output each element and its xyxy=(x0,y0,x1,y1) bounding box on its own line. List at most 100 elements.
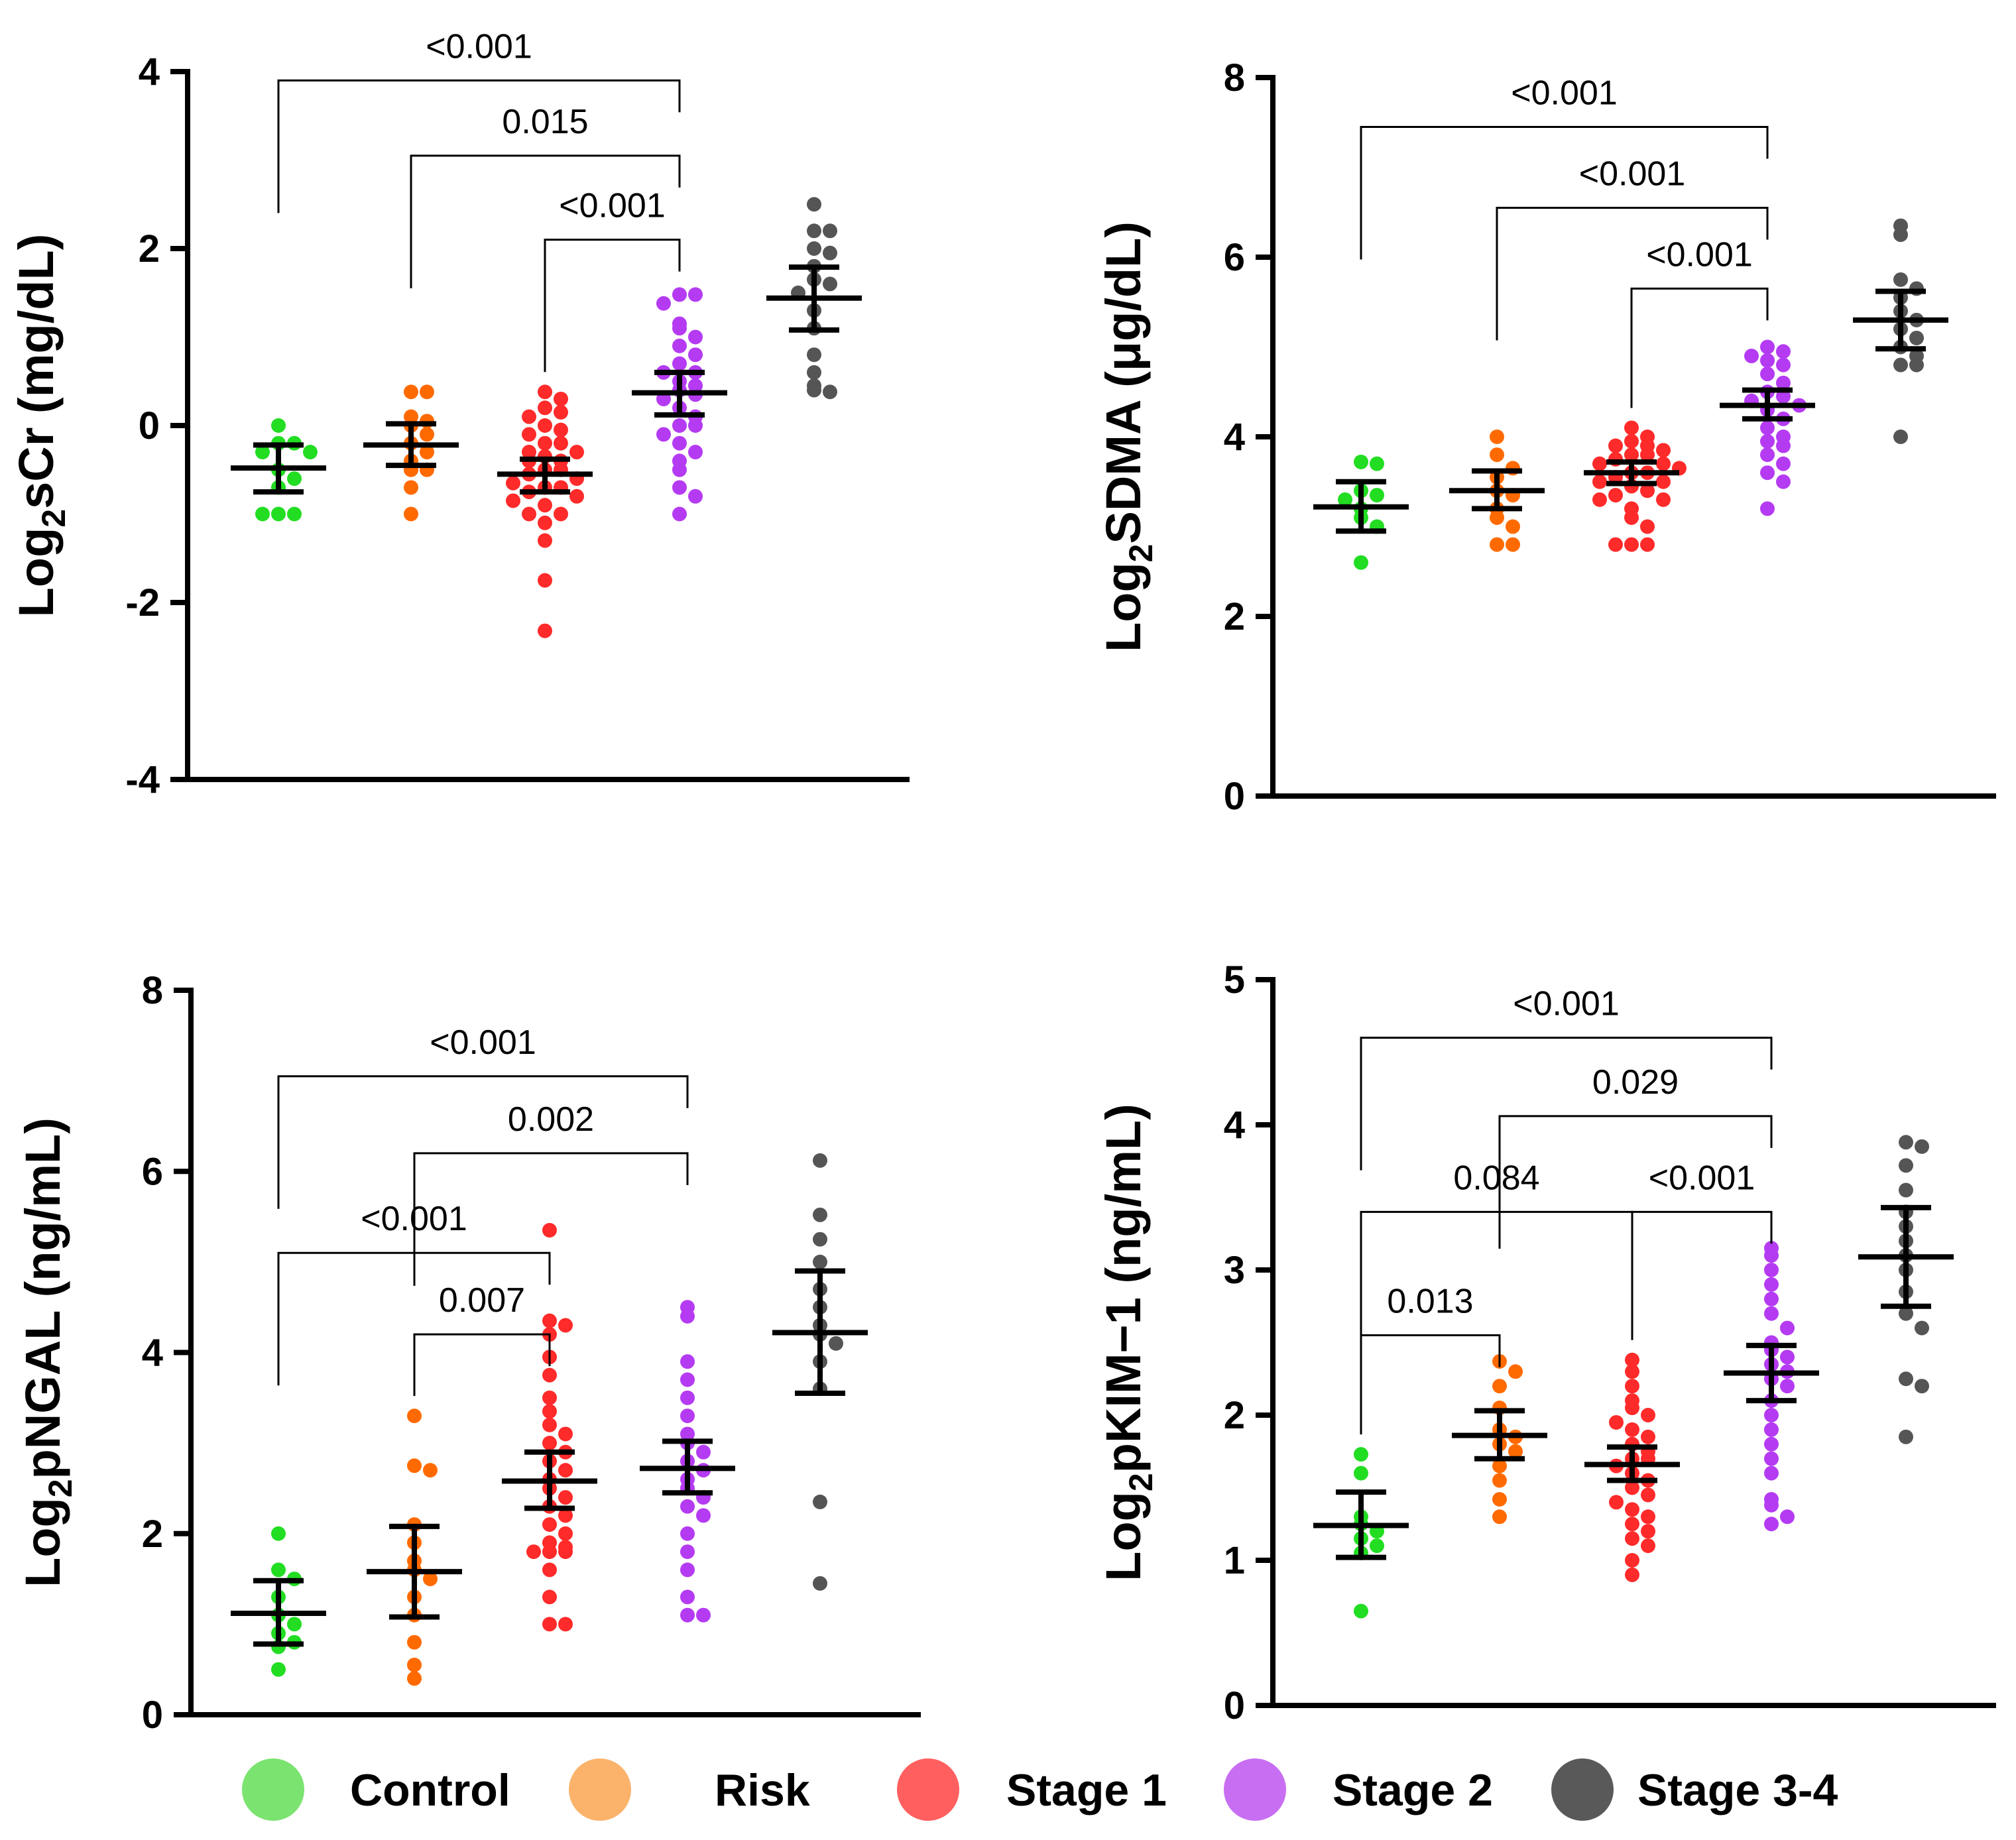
y-tick-label: -4 xyxy=(125,758,160,801)
data-point xyxy=(558,1463,573,1478)
chart-kim1: 0 1 2 3 4 5 Log2pKIM−1 (ng/mL) <0.001 0.029 0.084… xyxy=(1096,958,1996,1727)
y-tick-label: 4 xyxy=(142,1332,163,1375)
data-point xyxy=(542,1617,557,1632)
data-point xyxy=(1608,488,1623,503)
data-point xyxy=(807,223,821,239)
data-point xyxy=(680,1526,695,1541)
data-point xyxy=(287,1617,302,1632)
data-point xyxy=(823,245,837,260)
data-point xyxy=(1608,537,1623,552)
data-point xyxy=(554,391,568,406)
p-value-label: 0.015 xyxy=(502,103,588,141)
data-point xyxy=(1370,488,1384,503)
bracket-line xyxy=(1360,1210,1633,1345)
data-point xyxy=(1899,1306,1913,1321)
data-point xyxy=(813,1576,827,1591)
data-point xyxy=(672,356,687,371)
data-point xyxy=(1492,1458,1507,1473)
data-point xyxy=(1354,1447,1368,1462)
bracket-line xyxy=(1631,1210,1773,1340)
legend: Control Risk Stage 1 Stage 2 Stage 3-4 xyxy=(242,1758,1838,1821)
data-point xyxy=(1764,1306,1779,1321)
bracket-line xyxy=(413,1152,689,1286)
y-tick-label: 6 xyxy=(142,1150,163,1193)
data-point xyxy=(672,321,687,336)
data-point xyxy=(1760,501,1775,516)
significance-bracket: 0.015 xyxy=(410,103,681,288)
data-point xyxy=(1899,1182,1913,1198)
data-point xyxy=(1764,1497,1779,1513)
data-point xyxy=(1893,430,1908,444)
data-point xyxy=(1656,492,1671,507)
data-point xyxy=(542,1417,557,1432)
data-point xyxy=(1609,1414,1624,1430)
data-point xyxy=(271,418,286,433)
data-point xyxy=(1899,1158,1913,1173)
series-stage-2 xyxy=(632,287,727,522)
bracket-line xyxy=(1496,206,1769,341)
chart-sdma: 0 2 4 6 8 Log2SDMA (μg/dL) <0.001 <0.001 <0.001 xyxy=(1096,56,1996,818)
series-stage-1 xyxy=(502,1223,597,1632)
series-control xyxy=(1313,454,1409,570)
data-point xyxy=(696,1444,711,1460)
data-point xyxy=(407,1671,422,1686)
y-tick-label: 0 xyxy=(142,1694,163,1737)
legend-label: Control xyxy=(350,1765,510,1815)
legend-swatch xyxy=(1224,1758,1286,1821)
series-stage-2 xyxy=(1724,1241,1819,1532)
data-point xyxy=(1899,1135,1913,1150)
chart-scr: -4 -2 0 2 4 Log2sCr (mg/dL) <0.001 0.015 <0.001 xyxy=(9,27,910,801)
data-point xyxy=(688,329,703,345)
data-point xyxy=(807,365,821,380)
data-point xyxy=(1760,447,1775,463)
data-point xyxy=(807,347,821,363)
data-point xyxy=(672,462,687,477)
p-value-label: <0.001 xyxy=(1511,74,1618,113)
data-point xyxy=(1625,1567,1639,1582)
data-point xyxy=(696,1607,711,1623)
data-point xyxy=(1624,447,1639,463)
bracket-line xyxy=(277,1075,689,1209)
data-point xyxy=(1640,537,1655,552)
data-point xyxy=(672,435,687,451)
data-point xyxy=(680,1409,695,1424)
p-value-label: <0.001 xyxy=(559,187,666,225)
data-point xyxy=(1625,1517,1639,1532)
data-point xyxy=(1625,1352,1639,1367)
series-control xyxy=(231,418,326,522)
data-point xyxy=(1915,1379,1929,1394)
p-value-label: <0.001 xyxy=(1649,1159,1755,1197)
data-point xyxy=(287,471,302,487)
bracket-line xyxy=(544,239,681,373)
data-point xyxy=(813,1254,827,1269)
data-point xyxy=(1780,1320,1795,1336)
data-point xyxy=(1776,474,1791,489)
data-point xyxy=(538,400,552,416)
y-tick-label: 3 xyxy=(1224,1249,1245,1292)
data-point xyxy=(1780,1379,1795,1394)
data-point xyxy=(688,445,703,460)
data-point xyxy=(1492,1492,1507,1507)
significance-bracket: <0.001 xyxy=(1631,1159,1773,1340)
data-point xyxy=(1780,1509,1795,1524)
data-point xyxy=(688,418,703,433)
data-point xyxy=(1764,1436,1779,1452)
data-point xyxy=(271,1526,286,1541)
p-value-label: 0.007 xyxy=(439,1281,525,1320)
data-point xyxy=(1625,1379,1639,1394)
data-point xyxy=(672,418,687,433)
data-point xyxy=(542,1390,557,1405)
legend-item-stage-3-4: Stage 3-4 xyxy=(1551,1758,1838,1821)
data-point xyxy=(688,287,703,302)
data-point xyxy=(1490,537,1504,552)
data-point xyxy=(672,480,687,495)
data-point xyxy=(672,287,687,302)
data-point xyxy=(1354,1466,1368,1481)
series-stage-3-4 xyxy=(1853,218,1948,444)
y-axis-label: Log2sCr (mg/dL) xyxy=(9,234,72,618)
p-value-label: <0.001 xyxy=(426,27,532,66)
data-point xyxy=(1624,420,1639,435)
series-risk xyxy=(1452,1353,1547,1524)
data-point xyxy=(255,445,270,460)
significance-bracket: <0.001 xyxy=(1360,74,1769,260)
